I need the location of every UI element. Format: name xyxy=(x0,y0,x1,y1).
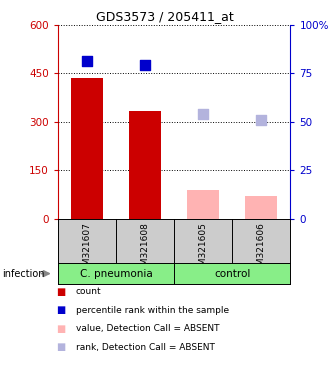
Text: C. pneumonia: C. pneumonia xyxy=(80,268,152,279)
Text: GSM321607: GSM321607 xyxy=(82,222,91,277)
Bar xyxy=(71,78,103,219)
Text: ■: ■ xyxy=(56,287,65,297)
Bar xyxy=(129,111,161,219)
Text: ■: ■ xyxy=(56,305,65,315)
Text: percentile rank within the sample: percentile rank within the sample xyxy=(76,306,229,315)
Point xyxy=(142,62,148,68)
Text: ■: ■ xyxy=(56,324,65,334)
Text: ■: ■ xyxy=(56,342,65,352)
Bar xyxy=(245,196,277,219)
Text: infection: infection xyxy=(2,268,44,279)
Text: control: control xyxy=(214,268,250,279)
Text: GSM321605: GSM321605 xyxy=(199,222,208,277)
Text: rank, Detection Call = ABSENT: rank, Detection Call = ABSENT xyxy=(76,343,215,352)
Text: GDS3573 / 205411_at: GDS3573 / 205411_at xyxy=(96,10,234,23)
Point xyxy=(259,117,264,123)
Text: value, Detection Call = ABSENT: value, Detection Call = ABSENT xyxy=(76,324,219,333)
Text: count: count xyxy=(76,287,102,296)
Point xyxy=(84,58,89,64)
Text: GSM321606: GSM321606 xyxy=(257,222,266,277)
Bar xyxy=(187,190,219,219)
Point xyxy=(201,111,206,117)
Text: GSM321608: GSM321608 xyxy=(141,222,149,277)
